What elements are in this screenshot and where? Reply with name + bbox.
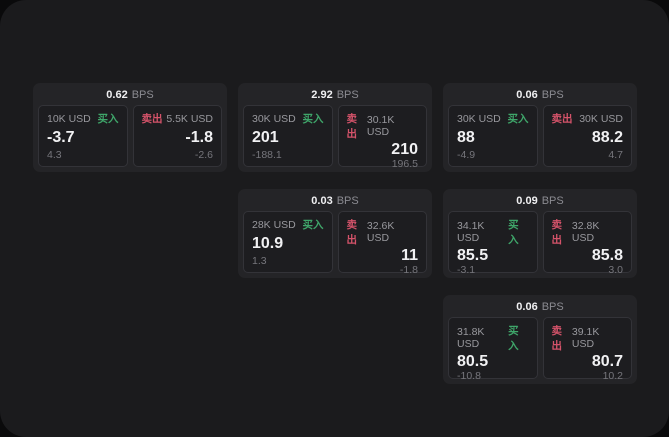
bps-unit: BPS bbox=[541, 195, 564, 207]
sell-badge: 卖出 bbox=[346, 113, 358, 140]
buy-badge: 买入 bbox=[508, 325, 519, 352]
buy-amount: 30K USD bbox=[457, 112, 501, 125]
buy-quote-panel[interactable]: 30K USD 买入 201 -188.1 bbox=[243, 105, 333, 167]
buy-badge: 买入 bbox=[508, 219, 519, 246]
buy-change: -4.9 bbox=[457, 149, 476, 161]
buy-badge: 买入 bbox=[302, 113, 324, 125]
sell-price: 80.7 bbox=[591, 353, 623, 370]
sell-change: -2.6 bbox=[194, 149, 213, 161]
quote-card: 0.03 BPS 28K USD 买入 10.9 1.3 卖出 32.6K US… bbox=[238, 189, 432, 278]
sell-price: 210 bbox=[391, 141, 418, 158]
sell-quote-panel[interactable]: 卖出 39.1K USD 80.7 10.2 bbox=[542, 317, 632, 382]
buy-price: 201 bbox=[252, 129, 279, 146]
quote-card: 2.92 BPS 30K USD 买入 201 -188.1 卖出 30.1K … bbox=[238, 83, 432, 172]
quote-card: 0.06 BPS 31.8K USD 买入 80.5 -10.8 卖出 39.1… bbox=[443, 295, 637, 384]
bps-unit: BPS bbox=[541, 89, 564, 101]
buy-quote-panel[interactable]: 10K USD 买入 -3.7 4.3 bbox=[38, 105, 128, 167]
buy-quote-panel[interactable]: 28K USD 买入 10.9 1.3 bbox=[243, 211, 333, 273]
buy-change: 4.3 bbox=[47, 149, 62, 161]
bps-unit: BPS bbox=[336, 89, 359, 101]
sell-badge: 卖出 bbox=[551, 219, 563, 246]
sell-amount: 39.1K USD bbox=[571, 326, 600, 350]
bps-value: 0.06 bbox=[516, 301, 538, 313]
bps-unit: BPS bbox=[336, 195, 359, 207]
buy-change: -10.8 bbox=[457, 370, 481, 382]
bps-value: 0.62 bbox=[106, 89, 128, 101]
buy-quote-panel[interactable]: 30K USD 买入 88 -4.9 bbox=[448, 105, 538, 167]
sell-price: 88.2 bbox=[591, 129, 623, 146]
sell-change: -1.8 bbox=[399, 264, 418, 276]
sell-change: 3.0 bbox=[608, 264, 623, 276]
buy-badge: 买入 bbox=[507, 113, 529, 125]
sell-price: -1.8 bbox=[185, 129, 213, 146]
bps-value: 0.09 bbox=[516, 195, 538, 207]
bps-header: 0.03 BPS bbox=[243, 192, 427, 211]
sell-amount: 5.5K USD bbox=[166, 112, 213, 125]
sell-price: 85.8 bbox=[591, 247, 623, 264]
sell-badge: 卖出 bbox=[346, 219, 358, 246]
buy-badge: 买入 bbox=[302, 219, 324, 231]
quote-card: 0.62 BPS 10K USD 买入 -3.7 4.3 卖出 5.5K USD bbox=[33, 83, 227, 172]
buy-amount: 31.8K USD bbox=[457, 326, 485, 350]
sell-quote-panel[interactable]: 卖出 32.6K USD 11 -1.8 bbox=[337, 211, 427, 276]
buy-price: -3.7 bbox=[47, 129, 75, 146]
sell-badge: 卖出 bbox=[551, 113, 573, 125]
buy-badge: 买入 bbox=[97, 113, 119, 125]
buy-amount: 10K USD bbox=[47, 112, 91, 125]
buy-price: 80.5 bbox=[457, 353, 489, 370]
bps-header: 2.92 BPS bbox=[243, 86, 427, 105]
bps-value: 0.03 bbox=[311, 195, 333, 207]
sell-quote-panel[interactable]: 卖出 30.1K USD 210 196.5 bbox=[337, 105, 427, 170]
buy-quote-panel[interactable]: 31.8K USD 买入 80.5 -10.8 bbox=[448, 317, 538, 382]
buy-amount: 28K USD bbox=[252, 218, 296, 231]
buy-change: 1.3 bbox=[252, 255, 267, 267]
buy-amount: 30K USD bbox=[252, 112, 296, 125]
sell-amount: 32.8K USD bbox=[571, 220, 600, 244]
sell-badge: 卖出 bbox=[551, 325, 563, 352]
sell-badge: 卖出 bbox=[141, 113, 163, 125]
quote-card-grid: 0.62 BPS 10K USD 买入 -3.7 4.3 卖出 5.5K USD bbox=[33, 83, 637, 384]
bps-header: 0.06 BPS bbox=[448, 86, 632, 105]
sell-price: 11 bbox=[401, 247, 418, 264]
buy-price: 85.5 bbox=[457, 247, 489, 264]
buy-amount: 34.1K USD bbox=[457, 220, 485, 244]
bps-value: 0.06 bbox=[516, 89, 538, 101]
sell-amount: 32.6K USD bbox=[366, 220, 395, 244]
buy-price: 10.9 bbox=[252, 235, 284, 252]
sell-change: 4.7 bbox=[608, 149, 623, 161]
buy-change: -188.1 bbox=[252, 149, 282, 161]
bps-header: 0.06 BPS bbox=[448, 298, 632, 317]
sell-change: 10.2 bbox=[602, 370, 623, 382]
sell-amount: 30K USD bbox=[579, 112, 623, 125]
quote-card: 0.06 BPS 30K USD 买入 88 -4.9 卖出 30K USD bbox=[443, 83, 637, 172]
buy-change: -3.1 bbox=[457, 264, 476, 276]
buy-price: 88 bbox=[457, 129, 475, 146]
sell-quote-panel[interactable]: 卖出 5.5K USD -1.8 -2.6 bbox=[132, 105, 222, 167]
bps-header: 0.62 BPS bbox=[38, 86, 222, 105]
quote-card: 0.09 BPS 34.1K USD 买入 85.5 -3.1 卖出 32.8K… bbox=[443, 189, 637, 278]
sell-amount: 30.1K USD bbox=[366, 114, 395, 138]
buy-quote-panel[interactable]: 34.1K USD 买入 85.5 -3.1 bbox=[448, 211, 538, 276]
bps-unit: BPS bbox=[131, 89, 154, 101]
sell-change: 196.5 bbox=[391, 158, 418, 170]
sell-quote-panel[interactable]: 卖出 30K USD 88.2 4.7 bbox=[542, 105, 632, 167]
bps-value: 2.92 bbox=[311, 89, 333, 101]
bps-header: 0.09 BPS bbox=[448, 192, 632, 211]
sell-quote-panel[interactable]: 卖出 32.8K USD 85.8 3.0 bbox=[542, 211, 632, 276]
bps-unit: BPS bbox=[541, 301, 564, 313]
